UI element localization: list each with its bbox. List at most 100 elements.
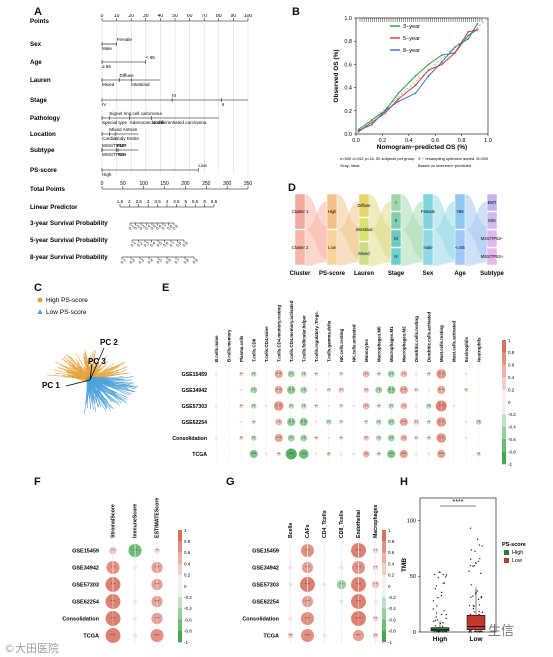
heatmap-star: ** [415, 435, 419, 440]
survival-tick-label: 0.5 [155, 257, 163, 265]
calibration-point [454, 46, 456, 48]
heatmap-star: ** [377, 387, 381, 392]
heatmap-star: ** [302, 435, 306, 440]
tmb-point [469, 564, 472, 567]
tmb-point [438, 631, 440, 633]
sankey-stratum-label: MSS/TP53+ [481, 254, 504, 259]
y-tick-label: 0.4 [344, 86, 352, 92]
heatmap-row-label: GSE57303 [182, 404, 207, 410]
heatmap-star: ** [427, 419, 431, 424]
color-scale-segment [502, 377, 506, 390]
nomo-scale-label: Adenocarcinoma [130, 120, 165, 125]
survival-tick-label: 0.6 [162, 240, 170, 248]
heatmap-star: ** [327, 387, 331, 392]
heatmap-star: *** [439, 435, 444, 440]
nomogram-panel: Points Sex Age Lauren Stage Pathology Location… [30, 14, 252, 265]
nomo-row-label: Total Points [30, 186, 66, 193]
points-tick-label: 10 [114, 14, 120, 19]
tmb-point [470, 596, 472, 598]
survival-tick-label: 0.4 [144, 223, 152, 231]
tmb-point [472, 607, 475, 610]
heatmap-row-label: GSE15459 [72, 549, 99, 555]
heatmap-row-label: Consolidation [172, 436, 207, 442]
tmb-point [435, 612, 438, 614]
heatmap-star: ** [302, 371, 306, 376]
sankey-stratum-label: Diffuse [358, 203, 372, 208]
color-scale-segment [178, 541, 182, 553]
calibration-point [397, 98, 400, 101]
sankey-stratum-label: male [423, 245, 433, 250]
sankey-stratum [294, 193, 306, 230]
legend-label: 3−year [403, 24, 420, 30]
color-scale-label: -0.6 [184, 617, 192, 622]
tmb-point [434, 619, 437, 622]
tmb-point [468, 604, 471, 607]
pca-high-spike [76, 362, 88, 381]
pc3-label: PC 3 [88, 357, 106, 366]
heatmap-star: ** [374, 548, 378, 553]
survival-tick-label: 0.7 [173, 257, 181, 265]
pca-high-spike [68, 375, 90, 384]
legend-label: High [512, 550, 523, 556]
heatmap-col-label: Mast.cells.activated [451, 320, 456, 362]
calibration-point [414, 84, 417, 87]
sankey-flow [433, 201, 455, 266]
tmb-point [472, 595, 474, 597]
tmb-point [472, 605, 475, 607]
heatmap-star: *** [305, 616, 310, 621]
pca-high-spike [75, 375, 88, 381]
tmb-point [442, 582, 444, 584]
color-scale-segment [382, 630, 386, 643]
heatmap-star: ** [315, 435, 319, 440]
heatmap-star: *** [276, 403, 281, 408]
nomo-row-label: 8-year Survival Probability [30, 254, 108, 261]
tmb-point [476, 590, 479, 592]
heatmap-cell [352, 452, 356, 456]
sankey-axis-label: Stage [388, 271, 405, 277]
sankey-stratum-label: MSS/TP53− [481, 236, 504, 241]
survival-tick-label: 0.5 [155, 240, 163, 248]
sankey-stratum-label: MSI [488, 218, 495, 223]
heatmap-star: ** [374, 616, 378, 621]
pca-scatter-3d: High PS-score Low PS-score PC 2 PC 1 PC 3 [37, 297, 138, 415]
heatmap-cell [300, 628, 315, 643]
color-scale-label: -0.4 [508, 425, 516, 430]
heatmap-star: ** [155, 548, 159, 553]
sankey-stratum [486, 193, 498, 212]
heatmap-star: *** [356, 548, 361, 553]
sankey-stratum [454, 229, 466, 266]
tmb-point [442, 622, 444, 624]
color-scale-label: -0.2 [184, 595, 192, 600]
color-scale-label: 0.8 [184, 539, 191, 544]
heatmap-star: ** [377, 403, 381, 408]
nomo-scale-label: Cardia [102, 136, 116, 141]
heatmap-row-label: GSE34942 [182, 388, 207, 394]
sankey-stratum [486, 247, 498, 266]
color-scale-label: -0.8 [184, 629, 192, 634]
heatmap-row-label: GSE34942 [252, 566, 279, 572]
sankey-diagram: Cluster 1 Cluster 2 Cluster High Low PS-score… [290, 193, 504, 277]
linear-predictor-tick-label: 5 [185, 199, 188, 204]
heatmap-star: ** [415, 419, 419, 424]
heatmap-cell [387, 449, 396, 459]
heatmap-row-label: GSE57303 [252, 583, 279, 589]
sankey-axis-label: Age [454, 271, 466, 277]
linear-predictor-tick-label: 6.5 [211, 199, 218, 204]
pca-low-spike [88, 378, 133, 395]
color-scale-label: 1 [388, 528, 391, 533]
heatmap-col-label: CAFs [305, 524, 311, 538]
color-scale-label: 0 [388, 584, 391, 589]
heatmap-star: ** [465, 387, 469, 392]
heatmap-col-label: T.cells.CD8 [251, 338, 256, 362]
heatmap-star: ** [402, 435, 406, 440]
sankey-axis-label: Sex [423, 271, 434, 277]
survival-tick-label: 0.7 [168, 240, 176, 248]
nomo-row-label: Location [30, 131, 56, 138]
heatmap-row-label: Consolidation [242, 617, 279, 623]
heatmap-star: ** [277, 419, 281, 424]
calibration-point [370, 123, 373, 126]
heatmap-star: ** [365, 403, 369, 408]
survival-tick-label: 0.1 [127, 223, 135, 231]
nomo-scale-label: III [172, 93, 176, 98]
x-tick-label: 0.2 [379, 138, 387, 144]
